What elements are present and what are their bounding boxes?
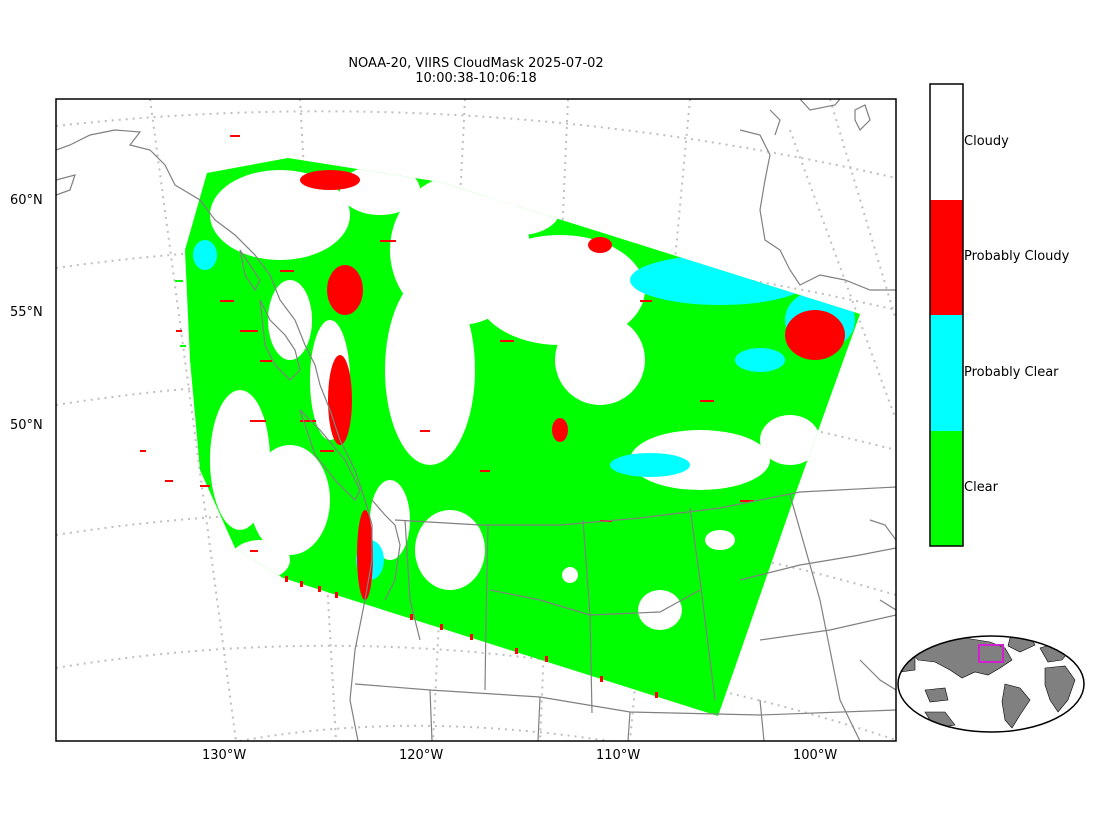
legend-label-clear: Clear [964, 480, 998, 495]
inset-region-box [978, 644, 1004, 663]
globe-inset [897, 635, 1085, 733]
map-frame [55, 98, 897, 742]
legend-label-probably-clear: Probably Clear [964, 365, 1059, 380]
lon-label-100: 100°W [793, 748, 838, 763]
lon-label-110: 110°W [596, 748, 641, 763]
map-area [56, 99, 896, 741]
map-title: NOAA-20, VIIRS CloudMask 2025-07-02 10:0… [250, 56, 702, 86]
lon-label-120: 120°W [399, 748, 444, 763]
coastlines [56, 99, 896, 741]
lon-label-130: 130°W [202, 748, 247, 763]
lat-label-55: 55°N [10, 305, 43, 320]
legend-label-cloudy: Cloudy [964, 134, 1009, 149]
lat-label-50: 50°N [10, 418, 43, 433]
legend-label-probably-cloudy: Probably Cloudy [964, 249, 1070, 264]
title-line-1: NOAA-20, VIIRS CloudMask 2025-07-02 [348, 56, 604, 71]
lat-label-60: 60°N [10, 193, 43, 208]
legend-colorbar [929, 83, 964, 547]
cloudmask-swath [140, 135, 860, 716]
title-line-2: 10:00:38-10:06:18 [415, 71, 537, 86]
